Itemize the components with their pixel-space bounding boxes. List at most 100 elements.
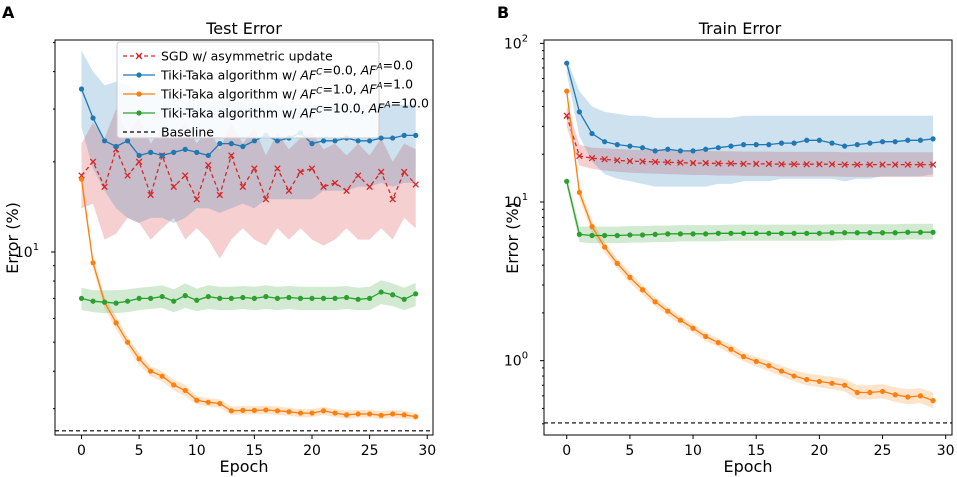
panel-b-train-error: B Train Error 0 5 10 15 20 25 30 100 101 102 Epo… xyxy=(497,3,955,476)
point-1-1-3 xyxy=(602,139,608,145)
point-0-3-8 xyxy=(171,298,177,304)
point-0-1-12 xyxy=(217,141,223,147)
point-1-3-4 xyxy=(614,232,620,239)
point-1-3-2 xyxy=(589,232,595,239)
point-0-2-14 xyxy=(240,407,246,413)
point-1-3-22 xyxy=(842,230,848,236)
panel-a-test-error: A Test Error 0 5 10 15 20 25 30 101 Epoch Erro… xyxy=(2,3,436,476)
point-0-0-17 xyxy=(274,165,281,172)
point-0-0-27 xyxy=(389,195,396,203)
point-1-2-29 xyxy=(930,398,936,404)
point-0-1-3 xyxy=(113,143,119,150)
band-0-0 xyxy=(81,109,416,259)
point-1-1-24 xyxy=(867,140,873,146)
y-tick-label-1-1: 101 xyxy=(504,192,528,211)
band-1-0 xyxy=(566,104,934,177)
y-ticks-b: 100 101 102 xyxy=(504,33,544,425)
x-ticks-a: 0 5 10 15 20 25 30 xyxy=(77,435,436,459)
point-1-2-3 xyxy=(602,244,608,250)
y-tick-label-1-0: 100 xyxy=(504,351,528,370)
point-1-2-20 xyxy=(816,378,822,385)
point-1-1-14 xyxy=(740,142,747,148)
point-1-1-20 xyxy=(816,137,822,143)
point-1-2-14 xyxy=(740,354,747,360)
point-0-1-2 xyxy=(101,138,108,144)
point-1-1-23 xyxy=(854,142,860,148)
point-1-1-6 xyxy=(639,145,646,151)
point-1-0-21 xyxy=(828,160,836,168)
point-1-2-23 xyxy=(854,389,860,396)
point-1-1-2 xyxy=(589,130,595,137)
point-1-3-25 xyxy=(879,230,886,236)
point-1-2-2 xyxy=(589,223,595,230)
point-1-1-12 xyxy=(715,145,721,151)
point-0-2-23 xyxy=(343,412,350,418)
point-1-0-22 xyxy=(841,161,848,168)
point-0-1-22 xyxy=(332,138,338,144)
point-0-0-9 xyxy=(181,172,189,179)
x-tick-label-0-4: 20 xyxy=(303,443,321,459)
point-0-3-17 xyxy=(274,295,281,302)
point-1-0-3 xyxy=(601,155,608,163)
legend-marker-2 xyxy=(136,91,142,97)
point-0-1-13 xyxy=(228,141,234,147)
point-1-1-28 xyxy=(917,137,924,143)
point-1-1-1 xyxy=(576,109,582,115)
point-0-3-4 xyxy=(125,298,131,304)
point-0-3-3 xyxy=(113,300,119,306)
legend-marker-1 xyxy=(136,72,142,78)
point-0-1-4 xyxy=(125,138,131,144)
point-1-0-5 xyxy=(626,157,634,165)
point-0-0-28 xyxy=(400,168,408,176)
point-1-1-7 xyxy=(652,148,658,154)
point-0-2-24 xyxy=(355,411,361,417)
point-0-3-26 xyxy=(378,289,384,295)
point-1-2-24 xyxy=(867,389,873,396)
point-1-2-11 xyxy=(703,333,709,340)
point-1-2-25 xyxy=(879,388,886,395)
point-0-2-12 xyxy=(217,400,223,407)
point-1-0-29 xyxy=(929,161,937,168)
point-1-2-18 xyxy=(791,373,797,379)
point-1-0-18 xyxy=(790,160,798,168)
point-0-2-17 xyxy=(274,408,281,414)
point-1-1-8 xyxy=(665,146,671,152)
x-ticks-b: 0 5 10 15 20 25 30 xyxy=(562,435,955,459)
x-tick-label-1-1: 5 xyxy=(625,443,634,459)
point-1-3-23 xyxy=(854,230,860,236)
point-1-2-17 xyxy=(778,368,785,374)
point-0-1-21 xyxy=(320,138,327,144)
point-1-2-12 xyxy=(715,339,721,346)
point-1-3-1 xyxy=(576,231,582,237)
point-1-0-27 xyxy=(904,161,912,168)
point-0-0-24 xyxy=(354,172,362,179)
point-1-3-7 xyxy=(652,231,658,237)
point-0-2-21 xyxy=(320,408,327,414)
point-0-3-9 xyxy=(182,293,188,299)
point-0-0-20 xyxy=(308,165,316,172)
x-tick-label-1-0: 0 xyxy=(562,443,571,459)
legend-box xyxy=(116,41,380,139)
point-1-1-29 xyxy=(930,136,936,142)
point-1-2-27 xyxy=(905,394,911,400)
legend-label-2: Tiki-Taka algorithm w/ AFC=1.0, AFA=1.0 xyxy=(160,77,413,102)
point-1-2-6 xyxy=(639,287,646,293)
point-1-1-11 xyxy=(703,146,709,152)
point-0-2-4 xyxy=(125,339,131,345)
point-0-0-23 xyxy=(343,187,350,195)
point-1-1-19 xyxy=(804,137,810,143)
point-1-3-24 xyxy=(867,230,873,236)
band-0-3 xyxy=(81,280,416,314)
point-1-3-16 xyxy=(766,230,772,236)
point-0-2-15 xyxy=(251,407,257,413)
point-0-1-15 xyxy=(251,138,257,144)
point-1-3-26 xyxy=(892,230,898,236)
point-1-1-10 xyxy=(690,148,696,154)
point-1-0-8 xyxy=(664,159,672,166)
point-0-2-7 xyxy=(159,373,165,379)
x-axis-label-b: Epoch xyxy=(724,457,773,476)
point-1-1-18 xyxy=(791,140,797,146)
point-0-3-20 xyxy=(309,295,315,302)
point-0-2-8 xyxy=(171,382,177,388)
